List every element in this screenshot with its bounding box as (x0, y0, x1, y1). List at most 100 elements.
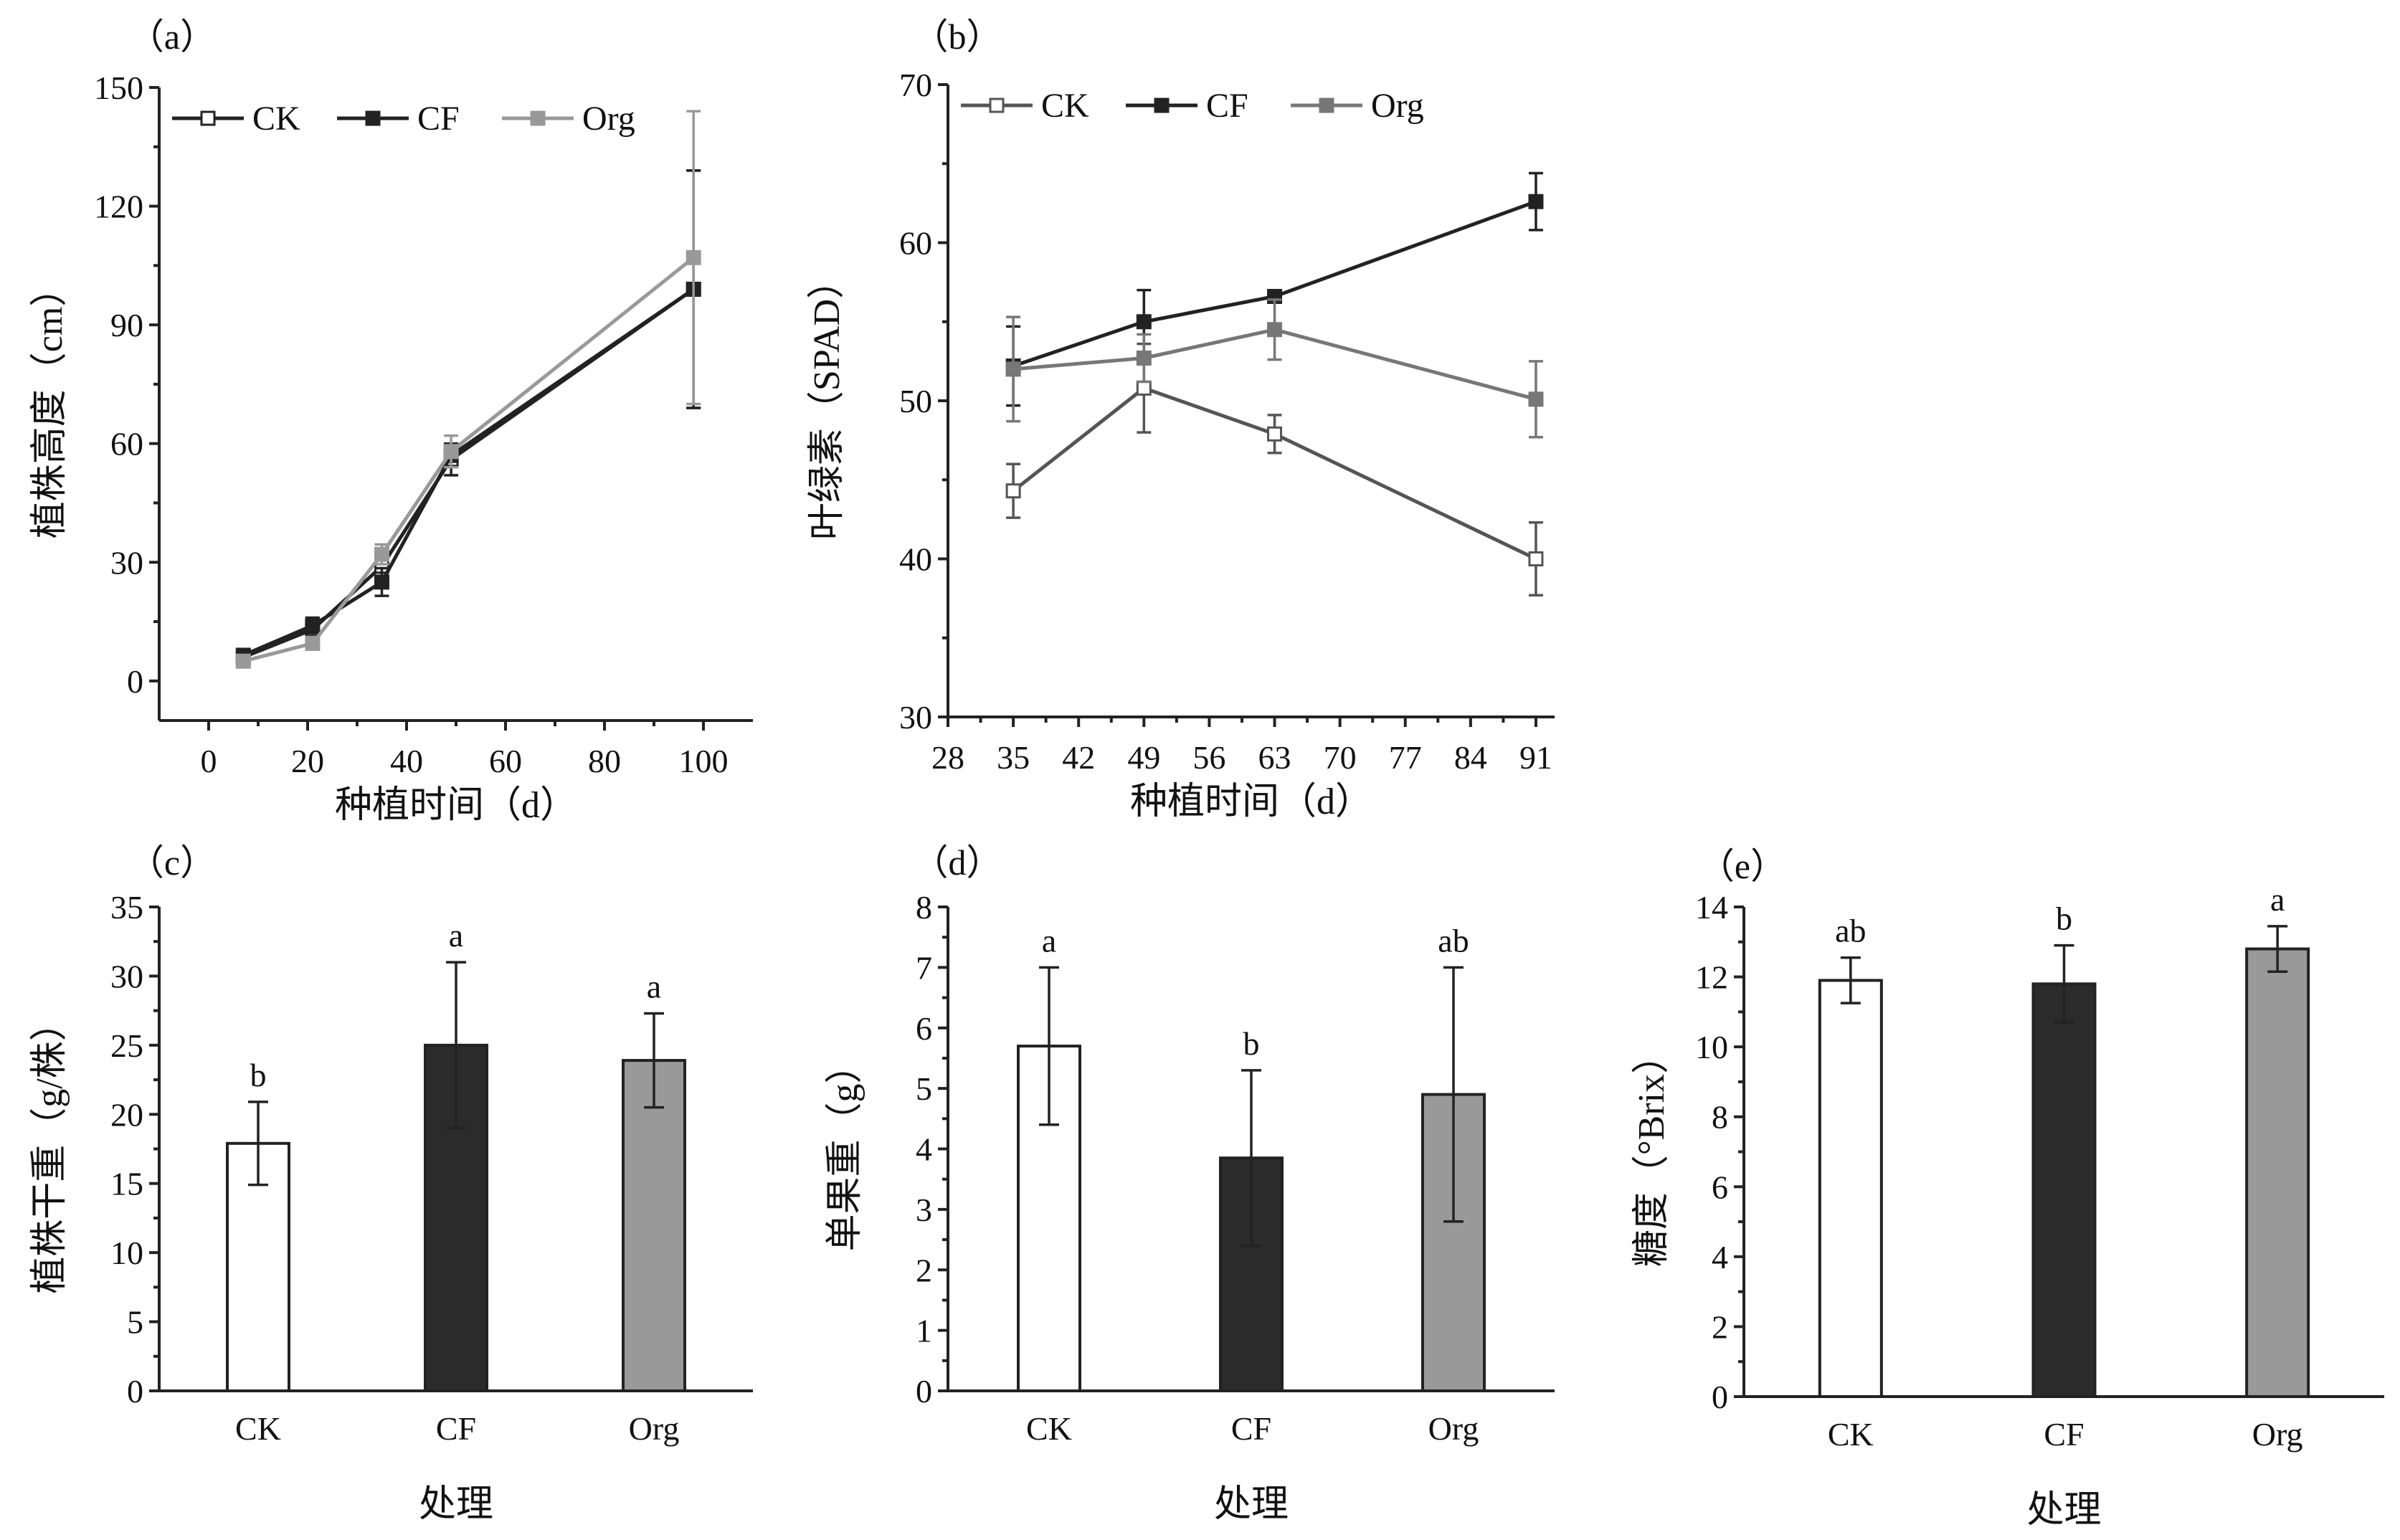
legend: CK CF Org (172, 100, 635, 138)
bar-Org (622, 1059, 686, 1392)
chart-panel-b: （b） 30 40 50 60 70 叶绿素（SPAD） 种植时间（d） 28 35 42 49 56 6… (807, 16, 1555, 822)
series-CK (235, 169, 701, 665)
y-axis-title: 植株高度（cm） (29, 270, 70, 539)
significance-letter: b (250, 1057, 267, 1093)
y-tick-label: 0 (916, 1373, 932, 1410)
legend: CK CF Org (961, 87, 1424, 125)
y-tick-label: 25 (110, 1027, 143, 1064)
bar-CK (1818, 979, 1883, 1398)
series-line (1012, 328, 1537, 401)
y-tick-label: 15 (110, 1166, 143, 1202)
significance-letter: ab (1835, 913, 1866, 949)
y-axis-title: 单果重（g） (825, 1046, 865, 1251)
chart-panel-d: （d） 0 1 2 3 4 5 6 7 8 单果重（g） 处理 a CK b CF ab Org (825, 842, 1555, 1525)
panel-label-a: （a） (128, 16, 216, 57)
series-line (242, 256, 695, 663)
y-tick-label: 8 (1712, 1099, 1728, 1136)
x-tick-label: CK (1026, 1410, 1072, 1447)
x-tick-label: Org (2252, 1416, 2303, 1453)
legend-entry-Org: Org (582, 100, 635, 138)
series-line (1012, 386, 1537, 561)
series-CF (1005, 171, 1544, 407)
y-tick-label: 0 (1712, 1379, 1728, 1415)
y-tick-label: 2 (1712, 1308, 1728, 1345)
bar-Org (2245, 947, 2310, 1398)
series-line (1012, 199, 1537, 368)
y-tick-label: 4 (916, 1131, 932, 1168)
data-point-marker (1528, 551, 1544, 566)
panel-label-b: （b） (913, 16, 1002, 57)
data-point-marker (305, 635, 321, 651)
y-tick-label: 10 (110, 1235, 143, 1271)
x-tick-label: 40 (390, 743, 423, 779)
series-Org (235, 110, 701, 669)
significance-letter: b (2056, 900, 2072, 937)
data-point-marker (305, 618, 321, 634)
significance-letter: a (449, 917, 463, 954)
y-tick-label: 6 (1712, 1169, 1728, 1205)
legend-entry-CF: CF (417, 100, 460, 138)
data-point-marker (1005, 483, 1021, 499)
y-tick-label: 3 (916, 1192, 932, 1228)
series-line (242, 287, 695, 657)
x-tick-label: 0 (201, 743, 217, 779)
bar-CK (226, 1141, 290, 1393)
significance-letter: a (1042, 922, 1056, 959)
y-tick-label: 0 (127, 1373, 143, 1410)
data-point-marker (1528, 194, 1544, 209)
significance-letter: a (647, 969, 661, 1005)
chart-panel-c: （c） 0 5 10 15 20 25 30 35 植株干重（g/株） 处理 b CK a CF a Org (29, 842, 753, 1525)
significance-letter: ab (1438, 922, 1469, 959)
legend-swatch-marker (1154, 98, 1170, 113)
y-axis-title: 叶绿素（SPAD） (807, 262, 848, 540)
y-axis-title: 植株干重（g/株） (29, 1004, 70, 1293)
y-tick-label: 60 (899, 225, 932, 262)
significance-letter: a (2270, 881, 2285, 918)
x-tick-label: 80 (588, 743, 621, 779)
x-tick-label: 77 (1389, 739, 1422, 776)
y-tick-label: 5 (916, 1070, 932, 1107)
y-tick-label: 20 (110, 1096, 143, 1133)
x-tick-label: 70 (1324, 739, 1357, 776)
data-point-marker (374, 546, 389, 562)
legend-swatch-marker (530, 110, 546, 126)
data-point-marker (374, 574, 389, 590)
legend-entry-CK: CK (1041, 87, 1089, 125)
y-tick-label: 7 (916, 949, 932, 986)
y-tick-label: 0 (127, 663, 143, 700)
x-axis-title: 处理 (2026, 1490, 2101, 1531)
y-axis-title: 糖度（°Brix） (1631, 1037, 1672, 1267)
data-point-marker (686, 249, 701, 265)
x-tick-label: 56 (1192, 739, 1225, 776)
x-axis-title: 处理 (1214, 1484, 1289, 1525)
y-tick-label: 1 (916, 1313, 932, 1349)
x-tick-label: Org (629, 1410, 680, 1447)
panel-label-d: （d） (913, 842, 1002, 883)
x-tick-label: 49 (1127, 739, 1160, 776)
y-tick-label: 8 (916, 889, 932, 926)
chart-panel-a: （a） 0 30 60 90 120 150 植株高度（cm） 种植时间（d） 0 20 40 60 80… (29, 16, 753, 826)
x-tick-label: 84 (1454, 739, 1487, 776)
legend-swatch-marker (200, 110, 216, 126)
data-point-marker (1136, 380, 1152, 396)
y-tick-label: 40 (899, 541, 932, 578)
legend-swatch-marker (989, 98, 1005, 113)
x-tick-label: 91 (1519, 739, 1552, 776)
x-tick-label: 42 (1062, 739, 1095, 776)
y-tick-label: 2 (916, 1252, 932, 1288)
panel-label-e: （e） (1699, 846, 1786, 886)
x-tick-label: 20 (291, 743, 324, 779)
legend-swatch-marker (1319, 98, 1334, 113)
legend-entry-CF: CF (1206, 87, 1248, 125)
y-tick-label: 5 (127, 1304, 143, 1341)
y-tick-label: 30 (899, 699, 932, 736)
x-tick-label: CF (436, 1410, 476, 1447)
y-tick-label: 14 (1695, 889, 1728, 926)
chart-panel-e: （e） 0 2 4 6 8 10 12 14 糖度（°Brix） 处理 ab CK b CF a Org (1631, 846, 2384, 1531)
y-tick-label: 50 (899, 383, 932, 419)
legend-entry-Org: Org (1371, 87, 1424, 125)
x-axis-title: 种植时间（d） (335, 785, 577, 826)
series-line (242, 287, 695, 660)
data-point-marker (1005, 361, 1021, 377)
